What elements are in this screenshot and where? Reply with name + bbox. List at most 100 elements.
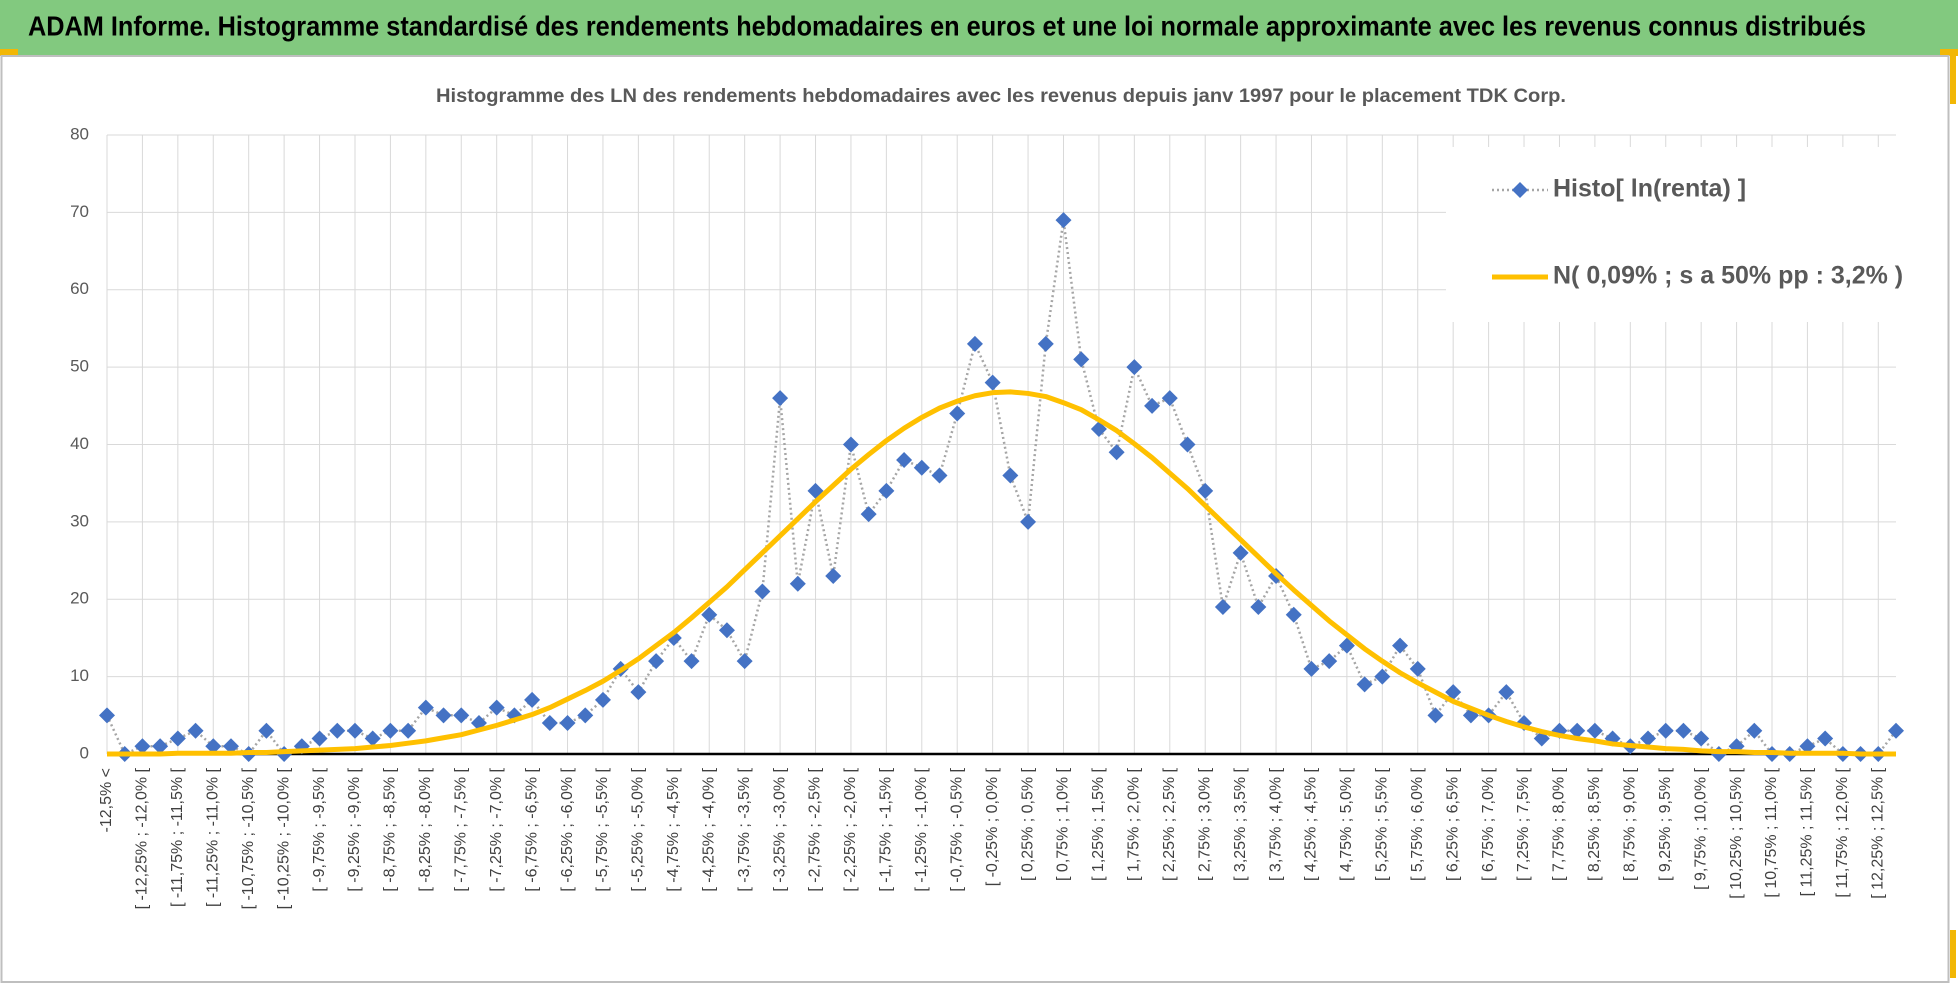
data-point <box>984 374 1001 391</box>
data-point <box>1392 637 1409 654</box>
corner-mark <box>1950 56 1956 104</box>
x-tick-label: [ -9,75% ; -9,5% [ <box>311 767 328 891</box>
legend-box <box>1446 147 1916 322</box>
y-tick-label: 50 <box>70 357 89 376</box>
data-point <box>1197 482 1214 499</box>
x-tick-label: [ -0,25% ; 0,0% [ <box>984 767 1001 886</box>
series-line <box>107 389 1896 757</box>
data-point <box>329 722 346 739</box>
data-point <box>187 722 204 739</box>
legend-label: Histo[ ln(renta) ] <box>1553 175 1746 203</box>
x-tick-label: [ -4,75% ; -4,5% [ <box>665 767 682 891</box>
data-point <box>1303 660 1320 677</box>
grid: 0 10 20 30 40 50 60 70 80 -12,5% < [ -12,25% ; -12… <box>70 124 1896 909</box>
data-point <box>630 684 647 701</box>
x-tick-label: [ 6,75% ; 7,0% [ <box>1480 767 1497 881</box>
data-point <box>1002 467 1019 484</box>
data-point <box>648 653 665 670</box>
data-point <box>736 653 753 670</box>
x-tick-label: [ 3,75% ; 4,0% [ <box>1267 767 1284 881</box>
x-tick-label: -12,5% < <box>98 768 115 832</box>
data-point <box>1746 722 1763 739</box>
x-tick-label: [ 4,25% ; 4,5% [ <box>1303 767 1320 881</box>
corner-mark <box>1950 930 1956 978</box>
data-point <box>311 730 328 747</box>
x-tick-label: [ -10,75% ; -10,5% [ <box>240 767 257 909</box>
data-point <box>772 390 789 407</box>
y-tick-label: 10 <box>70 666 89 685</box>
x-tick-label: [ -7,25% ; -7,0% [ <box>488 767 505 891</box>
data-point <box>1055 212 1072 229</box>
x-tick-label: [ -8,75% ; -8,5% [ <box>382 767 399 891</box>
data-point <box>1586 722 1603 739</box>
legend-marker <box>1512 182 1528 198</box>
data-point <box>559 715 576 732</box>
x-tick-label: [ 2,25% ; 2,5% [ <box>1161 767 1178 881</box>
data-point <box>1693 730 1710 747</box>
header-bar <box>0 0 1958 55</box>
legend: Histo[ ln(renta) ] N( 0,09% ; s a 50% pp … <box>1446 147 1916 322</box>
data-point <box>1675 722 1692 739</box>
x-tick-label: [ 8,25% ; 8,5% [ <box>1586 767 1603 881</box>
data-point <box>1020 513 1037 530</box>
data-point <box>346 722 363 739</box>
x-tick-label: [ 10,75% ; 11,0% [ <box>1763 767 1780 897</box>
data-point <box>417 699 434 716</box>
data-point <box>860 506 877 523</box>
data-point <box>1657 722 1674 739</box>
x-tick-label: [ 8,75% ; 9,0% [ <box>1622 767 1639 881</box>
chart-title: Histogramme des LN des rendements hebdom… <box>436 86 1566 107</box>
data-point <box>1817 730 1834 747</box>
y-tick-label: 60 <box>70 279 89 298</box>
y-tick-label: 80 <box>70 124 89 143</box>
x-tick-label: [ -6,75% ; -6,5% [ <box>523 767 540 891</box>
data-point <box>1179 436 1196 453</box>
x-tick-label: [ -0,75% ; -0,5% [ <box>948 767 965 891</box>
y-tick-label: 0 <box>80 743 89 762</box>
data-point <box>1073 351 1090 368</box>
data-point <box>1888 722 1904 739</box>
x-tick-label: [ 10,25% ; 10,5% [ <box>1728 767 1745 898</box>
y-tick-label: 40 <box>70 434 89 453</box>
x-tick-label: [ -12,25% ; -12,0% [ <box>134 767 151 909</box>
data-point <box>1108 444 1125 461</box>
data-point <box>1232 544 1249 561</box>
x-tick-label: [ 7,25% ; 7,5% [ <box>1515 767 1532 881</box>
data-point <box>152 738 169 755</box>
plot-area <box>99 212 1904 762</box>
data-point <box>541 715 558 732</box>
x-tick-label: [ -1,25% ; -1,0% [ <box>913 767 930 891</box>
x-tick-label: [ -11,25% ; -11,0% [ <box>204 767 221 907</box>
data-point <box>1338 637 1355 654</box>
x-tick-label: [ 1,75% ; 2,0% [ <box>1126 767 1143 881</box>
x-tick-label: [ 0,75% ; 1,0% [ <box>1055 767 1072 881</box>
data-point <box>453 707 470 724</box>
data-point <box>205 738 222 755</box>
x-tick-label: [ -10,25% ; -10,0% [ <box>275 767 292 909</box>
data-point <box>949 405 966 422</box>
data-point <box>99 707 115 724</box>
data-point <box>1445 684 1462 701</box>
data-point <box>966 335 983 352</box>
x-tick-label: [ -3,75% ; -3,5% [ <box>736 767 753 891</box>
x-tick-label: [ 9,25% ; 9,5% [ <box>1657 767 1674 881</box>
x-tick-label: [ -1,75% ; -1,5% [ <box>878 767 895 891</box>
data-point <box>1427 707 1444 724</box>
x-tick-label: [ -7,75% ; -7,5% [ <box>452 767 469 891</box>
data-point <box>789 575 806 592</box>
x-tick-label: [ -6,25% ; -6,0% [ <box>559 767 576 891</box>
data-point <box>382 722 399 739</box>
y-tick-label: 20 <box>70 589 89 608</box>
data-point <box>524 691 541 708</box>
data-point <box>1409 660 1426 677</box>
data-point <box>169 730 186 747</box>
data-point <box>1569 722 1586 739</box>
x-tick-label: [ -9,25% ; -9,0% [ <box>346 767 363 891</box>
data-point <box>825 568 842 585</box>
data-point <box>1214 598 1231 615</box>
x-tick-label: [ 11,25% ; 11,5% [ <box>1799 767 1816 896</box>
data-point <box>1285 606 1302 623</box>
x-tick-label: [ 7,75% ; 8,0% [ <box>1551 767 1568 881</box>
